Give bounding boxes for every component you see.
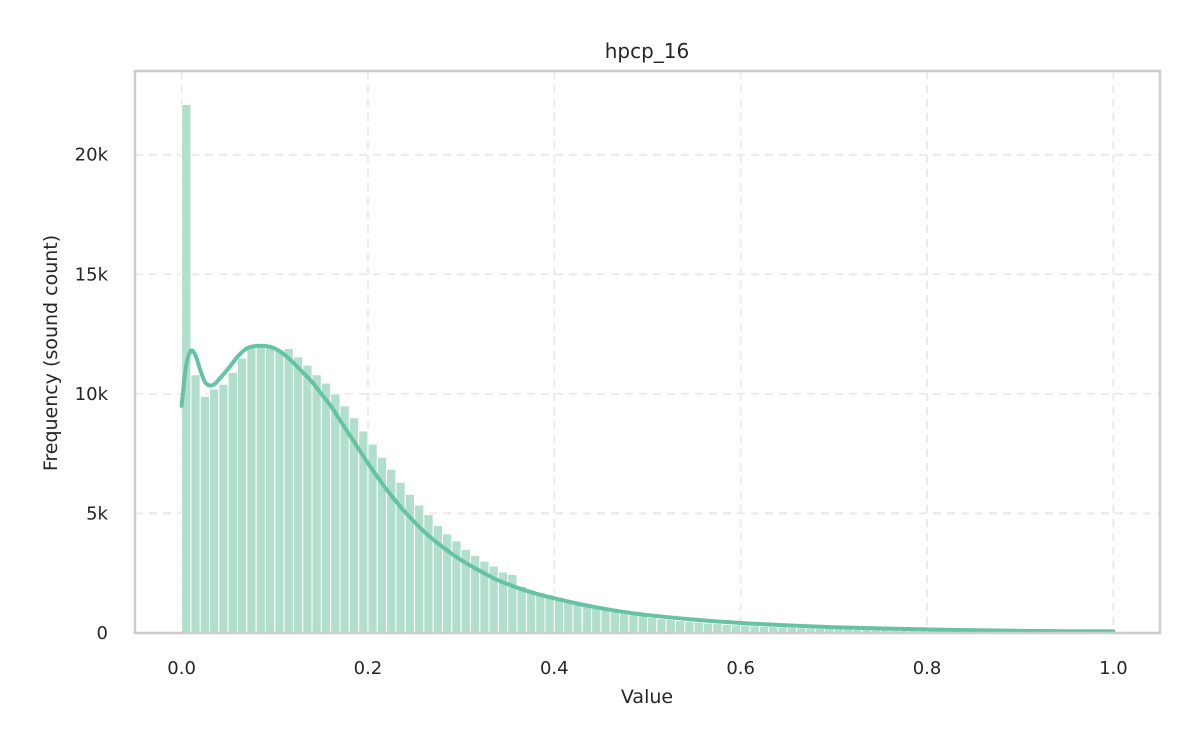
histogram-bar	[302, 364, 313, 634]
histogram-bar	[516, 585, 527, 634]
histogram-bar	[674, 620, 686, 634]
histogram-bar	[637, 615, 649, 634]
histogram-bar	[218, 383, 229, 634]
histogram-bar	[693, 621, 704, 634]
histogram-bar	[591, 607, 602, 634]
kde-curve-layer	[179, 343, 1116, 634]
histogram-bar	[283, 347, 294, 634]
histogram-bar	[721, 623, 732, 634]
histogram-bar	[553, 596, 565, 634]
histogram-bar	[292, 356, 304, 634]
histogram-bar	[264, 345, 276, 634]
y-axis-label: Frequency (sound count)	[40, 235, 62, 471]
histogram-bar	[581, 604, 593, 634]
histogram-bar	[330, 393, 341, 634]
histogram-bar	[339, 405, 350, 634]
x-tick-label: 0.2	[354, 658, 383, 679]
kde-curve	[179, 343, 1116, 634]
histogram-bar	[227, 371, 239, 634]
histogram-bar	[684, 621, 695, 634]
histogram-bar	[237, 357, 248, 634]
x-tick-label: 0.0	[167, 658, 196, 679]
y-axis-ticks: 0 5k 10k 15k 20k	[75, 145, 109, 644]
histogram-bar	[572, 602, 583, 634]
chart-title: hpcp_16	[605, 39, 690, 63]
x-tick-label: 0.8	[913, 658, 942, 679]
plot-frame	[133, 69, 1162, 635]
histogram-bar	[209, 388, 220, 634]
histogram-bar	[311, 374, 322, 634]
histogram-bar	[702, 622, 714, 634]
histogram-bar	[535, 591, 546, 634]
histogram-bar	[544, 594, 555, 634]
histogram-bar	[665, 619, 676, 634]
histogram-bar	[600, 609, 611, 634]
histogram-bar	[255, 343, 266, 634]
histogram-bar	[609, 610, 621, 634]
histogram-bar	[647, 616, 658, 634]
x-axis-ticks: 0.0 0.2 0.4 0.6 0.8 1.0	[167, 658, 1127, 679]
histogram-bar	[712, 623, 723, 634]
histogram-bar	[246, 345, 257, 634]
y-tick-label: 10k	[75, 384, 109, 405]
y-tick-label: 5k	[86, 503, 108, 524]
histogram-bar	[274, 349, 285, 634]
histogram-bar	[656, 618, 667, 634]
x-tick-label: 1.0	[1099, 658, 1128, 679]
y-tick-label: 15k	[75, 264, 109, 285]
x-tick-label: 0.4	[540, 658, 569, 679]
histogram-bar	[199, 395, 211, 634]
x-tick-label: 0.6	[726, 658, 755, 679]
y-tick-label: 20k	[75, 145, 109, 166]
histogram-bar	[563, 601, 574, 634]
y-tick-label: 0	[97, 623, 108, 644]
histogram-bar	[525, 589, 537, 634]
histogram-bar	[619, 612, 630, 634]
histogram-bar	[628, 614, 639, 634]
histogram-bar	[190, 374, 201, 634]
x-axis-label: Value	[621, 686, 673, 708]
histogram-bar	[320, 382, 332, 634]
